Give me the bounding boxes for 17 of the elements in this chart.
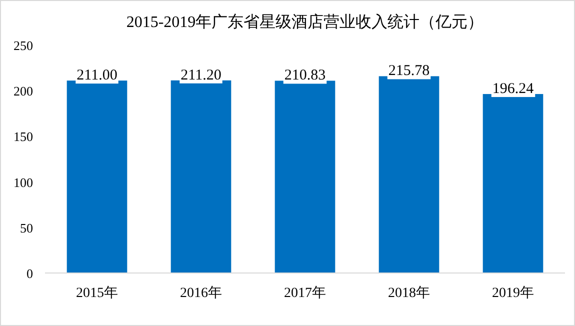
xtick: 2016年 <box>180 286 222 301</box>
data-label: 196.24 <box>492 81 534 98</box>
data-label: 210.83 <box>284 68 326 84</box>
ytick: 100 <box>14 174 33 190</box>
title: 2015-2019年广东省星级酒店营业收入统计（亿元） <box>126 14 484 31</box>
xtick: 2019年 <box>492 286 534 301</box>
data-label: 215.78 <box>388 63 430 80</box>
xtick: 2018年 <box>388 286 430 301</box>
ytick: 250 <box>14 38 33 53</box>
xtick: 2017年 <box>284 286 326 301</box>
data-label: 211.00 <box>76 68 118 84</box>
ytick: 200 <box>14 84 33 99</box>
ytick: 50 <box>20 220 33 236</box>
ytick: 0 <box>26 266 33 281</box>
data-label: 211.20 <box>180 67 222 84</box>
ytick: 150 <box>14 129 33 144</box>
xtick: 2015年 <box>76 286 118 301</box>
